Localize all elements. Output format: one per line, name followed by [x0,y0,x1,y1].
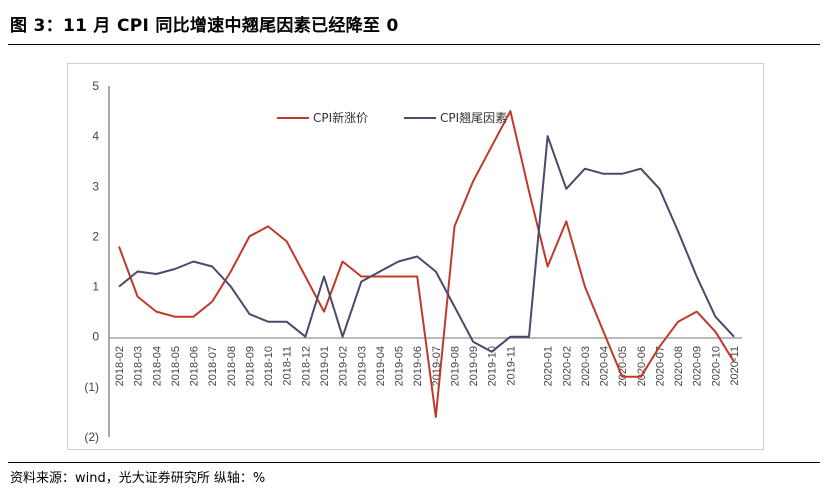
x-tick-label: 2019-06 [412,346,424,386]
chart-frame [67,63,764,450]
title-divider [8,44,820,45]
x-tick-label: 2018-09 [244,346,256,386]
x-tick-label: 2020-05 [617,346,629,386]
y-tick-label: 0 [92,330,99,344]
x-tick-label: 2018-07 [207,346,219,386]
x-tick-label: 2019-10 [487,346,499,386]
footer-divider [8,462,820,463]
x-tick-label: 2019-08 [449,346,461,386]
x-tick-label: 2020-06 [636,346,648,386]
x-tick-label: 2018-04 [151,346,163,386]
x-tick-label: 2019-01 [319,346,331,386]
x-tick-label: 2019-02 [338,346,350,386]
y-tick-label: 5 [92,79,99,93]
source-note: 资料来源：wind，光大证券研究所 纵轴：% [10,471,266,486]
x-axis-ticks: 2018-02 2018-03 2018-04 2018-05 2018-06 2018-… [114,346,741,386]
x-tick-label: 2019-04 [375,346,387,386]
x-tick-label: 2019-05 [394,346,406,386]
x-tick-label: 2020-09 [692,346,704,386]
series-lines [118,110,735,418]
x-tick-label: 2018-08 [226,346,238,386]
legend-label-cpi-carryover: CPI翘尾因素 [440,111,507,125]
x-tick-label: 2018-06 [189,346,201,386]
legend-label-cpi-new: CPI新涨价 [313,110,368,125]
page-title: 图 3：11 月 CPI 同比增速中翘尾因素已经降至 0 [10,16,399,36]
y-tick-label: 1 [92,280,99,294]
chart-legend: CPI新涨价 CPI翘尾因素 [277,110,507,125]
y-tick-label: (2) [84,430,99,444]
y-tick-label: 4 [92,129,99,143]
x-tick-label: 2018-02 [114,346,126,386]
x-tick-label: 2020-04 [599,346,611,386]
x-tick-label: 2018-03 [133,346,145,386]
x-tick-label: 2020-11 [729,346,741,386]
x-tick-label: 2020-07 [654,346,666,386]
x-tick-label: 2019-11 [505,346,517,386]
x-tick-label: 2018-12 [300,346,312,386]
y-axis-ticks: 5 4 3 2 1 0 (1) (2) [84,79,99,444]
x-tick-label: 2019-09 [468,346,480,386]
x-tick-label: 2020-01 [543,346,555,386]
x-tick-label: 2018-11 [282,346,294,386]
x-tick-label: 2020-03 [580,346,592,386]
x-tick-label: 2018-05 [170,346,182,386]
x-tick-label: 2019-03 [356,346,368,386]
x-tick-label: 2020-02 [561,346,573,386]
y-tick-label: (1) [84,380,99,394]
x-tick-label: 2020-08 [673,346,685,386]
y-tick-label: 3 [92,179,99,193]
x-tick-label: 2020-10 [710,346,722,386]
y-tick-label: 2 [92,229,99,243]
series-line-cpi-carryover [118,135,735,353]
series-line-cpi-new [118,110,735,418]
x-tick-label: 2018-10 [263,346,275,386]
